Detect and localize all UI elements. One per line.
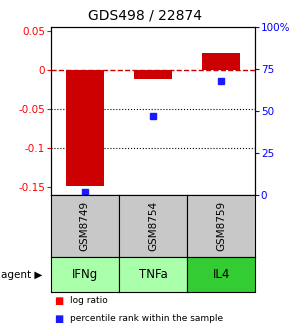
Bar	[202, 53, 240, 70]
Text: IFNg: IFNg	[72, 268, 98, 281]
Text: GSM8759: GSM8759	[216, 201, 226, 251]
Text: GSM8749: GSM8749	[80, 201, 90, 251]
Bar	[66, 70, 104, 185]
Text: agent ▶: agent ▶	[1, 270, 43, 280]
Text: GDS498 / 22874: GDS498 / 22874	[88, 8, 202, 23]
Text: percentile rank within the sample: percentile rank within the sample	[70, 314, 223, 323]
Text: GSM8754: GSM8754	[148, 201, 158, 251]
Bar	[134, 70, 172, 79]
Text: log ratio: log ratio	[70, 296, 107, 305]
Text: ■: ■	[54, 314, 63, 324]
Text: TNFa: TNFa	[139, 268, 167, 281]
Text: ■: ■	[54, 296, 63, 306]
Text: IL4: IL4	[213, 268, 230, 281]
